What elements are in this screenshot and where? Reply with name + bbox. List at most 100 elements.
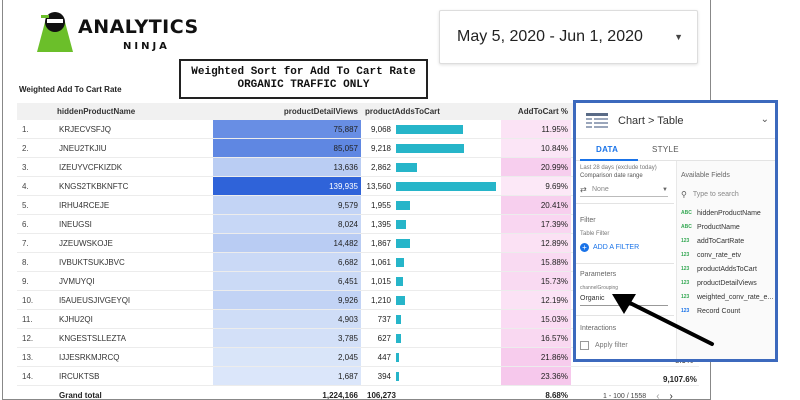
add-filter-button[interactable]: + ADD A FILTER [580,243,639,252]
adds-to-cart-bar [396,277,403,286]
add-filter-label: ADD A FILTER [593,244,640,251]
rate-heat-cell [501,348,571,366]
detail-views-cell: 75,887 [213,120,361,138]
adds-to-cart-value: 9,068 [370,124,391,134]
header-add-to-cart-rate[interactable]: AddToCart % [517,107,568,116]
views-heat-cell [213,234,361,252]
add-to-cart-rate-cell: 9.69% [545,181,568,191]
add-to-cart-rate-cell: 11.95% [541,124,568,134]
available-field-item[interactable]: ABC hiddenProductName [681,207,775,219]
add-to-cart-rate-cell: 23.36% [540,371,568,381]
adds-to-cart-bar [396,201,410,210]
table-row[interactable]: 3. IZEUYVCFKIZDK 13,636 2,862 20.99% [17,158,699,177]
table-row[interactable]: 9. JVMUYQI 6,451 1,015 15.73% [17,272,699,291]
comparison-select[interactable]: ⇄ None ▼ [580,183,668,197]
adds-to-cart-cell: 737 [365,310,501,328]
chevron-left-icon[interactable]: ‹ [656,391,660,400]
table-row[interactable]: 11. KJHU2QI 4,903 737 15.03% [17,310,699,329]
table-header-row: hiddenProductName productDetailViews pro… [17,103,699,120]
views-heat-cell [213,272,361,290]
tab-style[interactable]: STYLE [652,145,679,154]
views-heat-cell [213,139,361,157]
product-name-cell: IJJESRKMJRCQ [59,352,120,362]
available-field-item[interactable]: 123 conv_rate_etv [681,249,775,261]
table-row[interactable]: 2. JNEU2TKJIU 85,057 9,218 10.84% [17,139,699,158]
rate-heat-cell [501,120,571,138]
table-row[interactable]: 5. IRHU4RCEJE 9,579 1,955 20.41% [17,196,699,215]
detail-views-value: 4,903 [337,314,358,324]
table-chart-icon [586,113,608,128]
table-row[interactable]: 14. IRCUKTSB 1,687 394 23.36% [17,367,699,386]
detail-views-cell: 1,687 [213,367,361,385]
available-fields-label: Available Fields [681,172,730,179]
adds-to-cart-cell: 1,015 [365,272,501,290]
available-field-item[interactable]: 123 Record Count [681,305,775,317]
available-field-item[interactable]: 123 addToCartRate [681,235,775,247]
row-index: 9. [22,276,29,286]
panel-title: Chart > Table [618,115,684,127]
chevron-right-icon[interactable]: › [669,391,673,400]
table-row[interactable]: 4. KNGS2TKBKNFTC 139,935 13,560 9.69% [17,177,699,196]
table-row[interactable]: 12. KNGESTSLLEZTA 3,785 627 16.57% [17,329,699,348]
detail-views-cell: 13,636 [213,158,361,176]
table-row[interactable]: 6. INEUGSI 8,024 1,395 17.39% [17,215,699,234]
analytics-ninja-logo: ANALYTICS NINJA [37,10,198,55]
row-index: 14. [22,371,34,381]
apply-filter-toggle[interactable]: Apply filter [580,341,628,350]
table-filter-label: Table Filter [580,231,610,237]
detail-views-cell: 3,785 [213,329,361,347]
header-adds-to-cart[interactable]: productAddsToCart [365,107,440,116]
adds-to-cart-bar [396,353,399,362]
rate-heat-cell [501,253,571,271]
rate-heat-cell [501,196,571,214]
tab-data[interactable]: DATA [596,145,619,154]
detail-views-value: 85,057 [333,143,358,153]
table-row[interactable]: 13. IJJESRKMJRCQ 2,045 447 21.86% [17,348,699,367]
field-search[interactable]: ⚲ Type to search [681,187,775,201]
compare-arrows-icon: ⇄ [580,185,587,194]
row-index: 10. [22,295,34,305]
available-field-item[interactable]: ABC ProductName [681,221,775,233]
ninja-logo-icon [37,12,73,52]
adds-to-cart-value: 394 [377,371,391,381]
grand-total-rate: 8.68% [545,391,568,400]
table-row[interactable]: 8. IVBUKTSUKJBVC 6,682 1,061 15.88% [17,253,699,272]
detail-views-value: 6,682 [337,257,358,267]
field-name: ProductName [697,223,740,231]
add-to-cart-rate-cell: 20.99% [540,162,568,172]
table-row[interactable]: 10. I5AUEUSJIVGEYQI 9,926 1,210 12.19% [17,291,699,310]
header-product-name[interactable]: hiddenProductName [57,107,136,116]
row-index: 12. [22,333,34,343]
field-name: conv_rate_etv [697,251,741,259]
date-range-hint: Last 28 days (exclude today) [580,165,657,171]
product-name-cell: JZEUWSKOJE [59,238,113,248]
grand-total-label: Grand total [59,391,102,400]
adds-to-cart-cell: 1,061 [365,253,501,271]
chevron-down-icon[interactable]: ⌄ [760,114,769,125]
adds-to-cart-cell: 2,862 [365,158,501,176]
available-field-item[interactable]: 123 weighted_conv_rate_e... [681,291,775,303]
adds-to-cart-cell: 1,210 [365,291,501,309]
table-row[interactable]: 7. JZEUWSKOJE 14,482 1,867 12.89% [17,234,699,253]
number-field-type-icon: 123 [681,294,690,300]
divider [576,315,674,316]
views-heat-cell [213,348,361,366]
add-to-cart-rate-cell: 16.57% [540,333,568,343]
table-row[interactable]: 1. KRJECVSFJQ 75,887 9,068 11.95% [17,120,699,139]
header-detail-views[interactable]: productDetailViews [283,107,358,116]
field-name: Record Count [697,307,741,315]
date-range-picker[interactable]: May 5, 2020 - Jun 1, 2020 ▼ [439,10,698,64]
row-index: 11. [22,314,33,324]
parameter-value-field[interactable]: Organic [580,292,668,306]
annotation-box: Weighted Sort for Add To Cart Rate ORGAN… [179,59,428,99]
product-name-cell: IRCUKTSB [59,371,100,381]
adds-to-cart-bar [396,163,417,172]
product-name-cell: KNGS2TKBKNFTC [59,181,129,191]
available-field-item[interactable]: 123 productDetailViews [681,277,775,289]
adds-to-cart-bar [396,220,406,229]
row-index: 3. [22,162,29,172]
field-name: weighted_conv_rate_e... [697,293,774,301]
available-field-item[interactable]: 123 productAddsToCart [681,263,775,275]
product-name-cell: IRHU4RCEJE [59,200,110,210]
caret-down-icon: ▼ [674,32,683,42]
